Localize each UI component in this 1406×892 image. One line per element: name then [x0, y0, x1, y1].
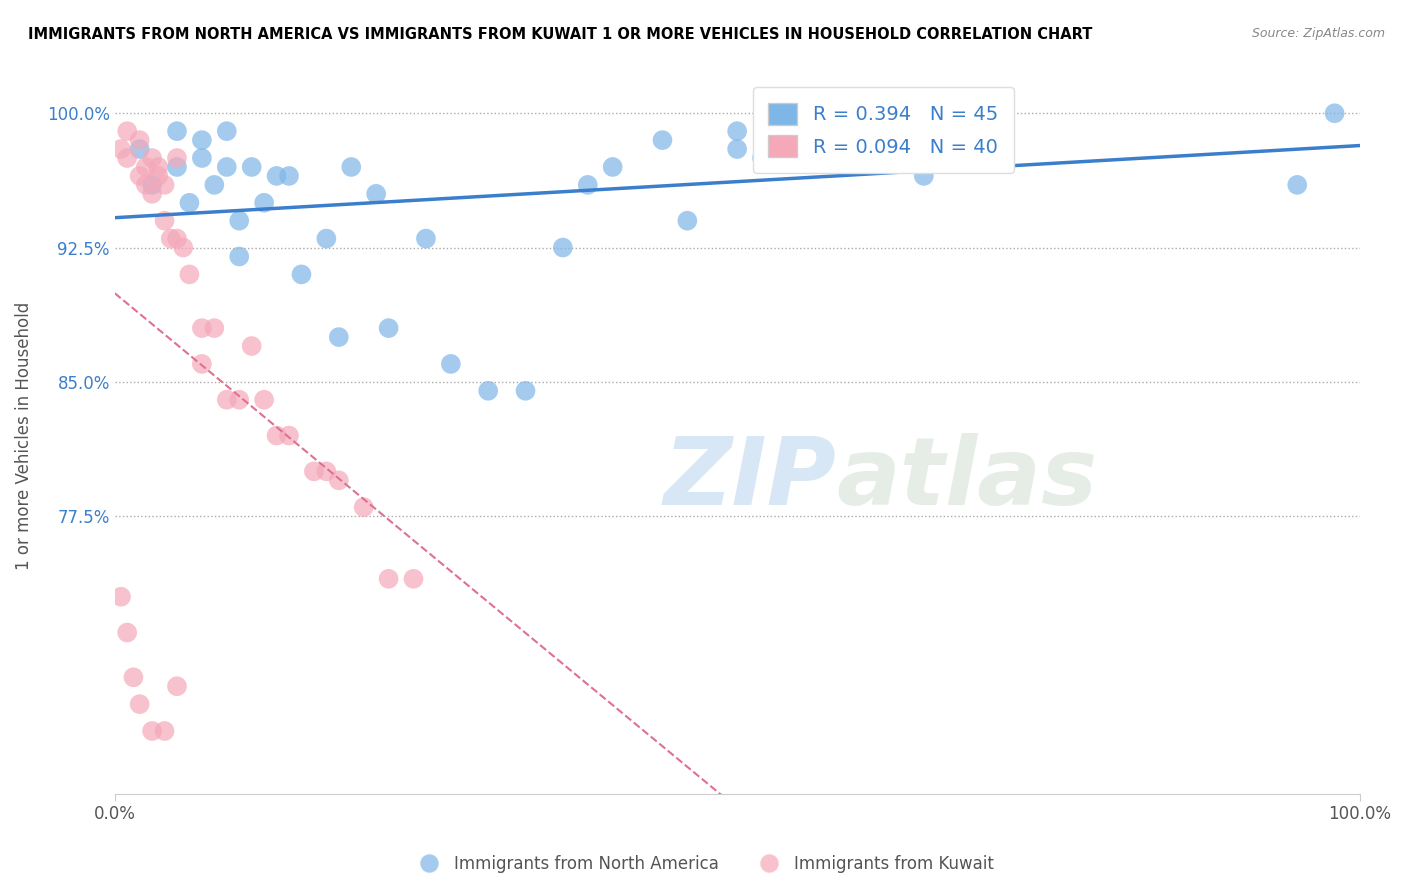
Point — [191, 357, 214, 371]
Point — [215, 392, 238, 407]
Point — [253, 195, 276, 210]
Point — [141, 151, 163, 165]
Point — [415, 231, 437, 245]
Point — [166, 231, 188, 245]
Point — [166, 160, 188, 174]
Text: IMMIGRANTS FROM NORTH AMERICA VS IMMIGRANTS FROM KUWAIT 1 OR MORE VEHICLES IN HO: IMMIGRANTS FROM NORTH AMERICA VS IMMIGRA… — [28, 27, 1092, 42]
Point — [172, 241, 194, 255]
Point — [377, 572, 399, 586]
Point — [153, 178, 176, 192]
Point — [725, 124, 748, 138]
Point — [115, 625, 138, 640]
Point — [266, 169, 288, 183]
Point — [166, 124, 188, 138]
Point — [402, 572, 425, 586]
Point — [115, 151, 138, 165]
Legend: Immigrants from North America, Immigrants from Kuwait: Immigrants from North America, Immigrant… — [405, 848, 1001, 880]
Point — [148, 169, 170, 183]
Point — [515, 384, 537, 398]
Point — [340, 160, 363, 174]
Point — [576, 178, 599, 192]
Point — [153, 724, 176, 739]
Point — [191, 321, 214, 335]
Point — [179, 268, 201, 282]
Point — [128, 142, 150, 156]
Point — [191, 151, 214, 165]
Point — [215, 124, 238, 138]
Point — [725, 142, 748, 156]
Point — [141, 178, 163, 192]
Point — [110, 142, 132, 156]
Point — [215, 160, 238, 174]
Point — [253, 392, 276, 407]
Point — [651, 133, 673, 147]
Point — [315, 231, 337, 245]
Point — [159, 231, 181, 245]
Legend: R = 0.394   N = 45, R = 0.094   N = 40: R = 0.394 N = 45, R = 0.094 N = 40 — [752, 87, 1014, 173]
Point — [302, 464, 325, 478]
Point — [141, 186, 163, 201]
Point — [240, 339, 263, 353]
Point — [191, 133, 214, 147]
Point — [266, 428, 288, 442]
Point — [179, 195, 201, 210]
Point — [328, 473, 350, 487]
Point — [128, 697, 150, 711]
Point — [166, 151, 188, 165]
Point — [676, 213, 699, 227]
Point — [115, 124, 138, 138]
Point — [776, 133, 799, 147]
Point — [228, 250, 250, 264]
Point — [825, 133, 848, 147]
Point — [202, 321, 225, 335]
Point — [851, 124, 873, 138]
Point — [110, 590, 132, 604]
Point — [240, 160, 263, 174]
Point — [551, 241, 574, 255]
Point — [602, 160, 624, 174]
Point — [166, 679, 188, 693]
Point — [141, 724, 163, 739]
Point — [1286, 178, 1309, 192]
Point — [278, 169, 301, 183]
Point — [128, 169, 150, 183]
Point — [887, 133, 910, 147]
Point — [328, 330, 350, 344]
Point — [863, 142, 886, 156]
Text: ZIP: ZIP — [664, 433, 837, 524]
Point — [366, 186, 388, 201]
Point — [228, 392, 250, 407]
Point — [135, 160, 157, 174]
Point — [122, 670, 145, 684]
Point — [751, 151, 773, 165]
Point — [290, 268, 312, 282]
Point — [315, 464, 337, 478]
Point — [353, 500, 375, 515]
Point — [477, 384, 499, 398]
Point — [876, 151, 898, 165]
Point — [876, 133, 898, 147]
Y-axis label: 1 or more Vehicles in Household: 1 or more Vehicles in Household — [15, 301, 32, 570]
Text: Source: ZipAtlas.com: Source: ZipAtlas.com — [1251, 27, 1385, 40]
Point — [202, 178, 225, 192]
Text: atlas: atlas — [837, 433, 1098, 524]
Point — [851, 133, 873, 147]
Point — [278, 428, 301, 442]
Point — [912, 169, 935, 183]
Point — [135, 178, 157, 192]
Point — [153, 213, 176, 227]
Point — [148, 160, 170, 174]
Point — [228, 213, 250, 227]
Point — [377, 321, 399, 335]
Point — [1323, 106, 1346, 120]
Point — [440, 357, 463, 371]
Point — [128, 133, 150, 147]
